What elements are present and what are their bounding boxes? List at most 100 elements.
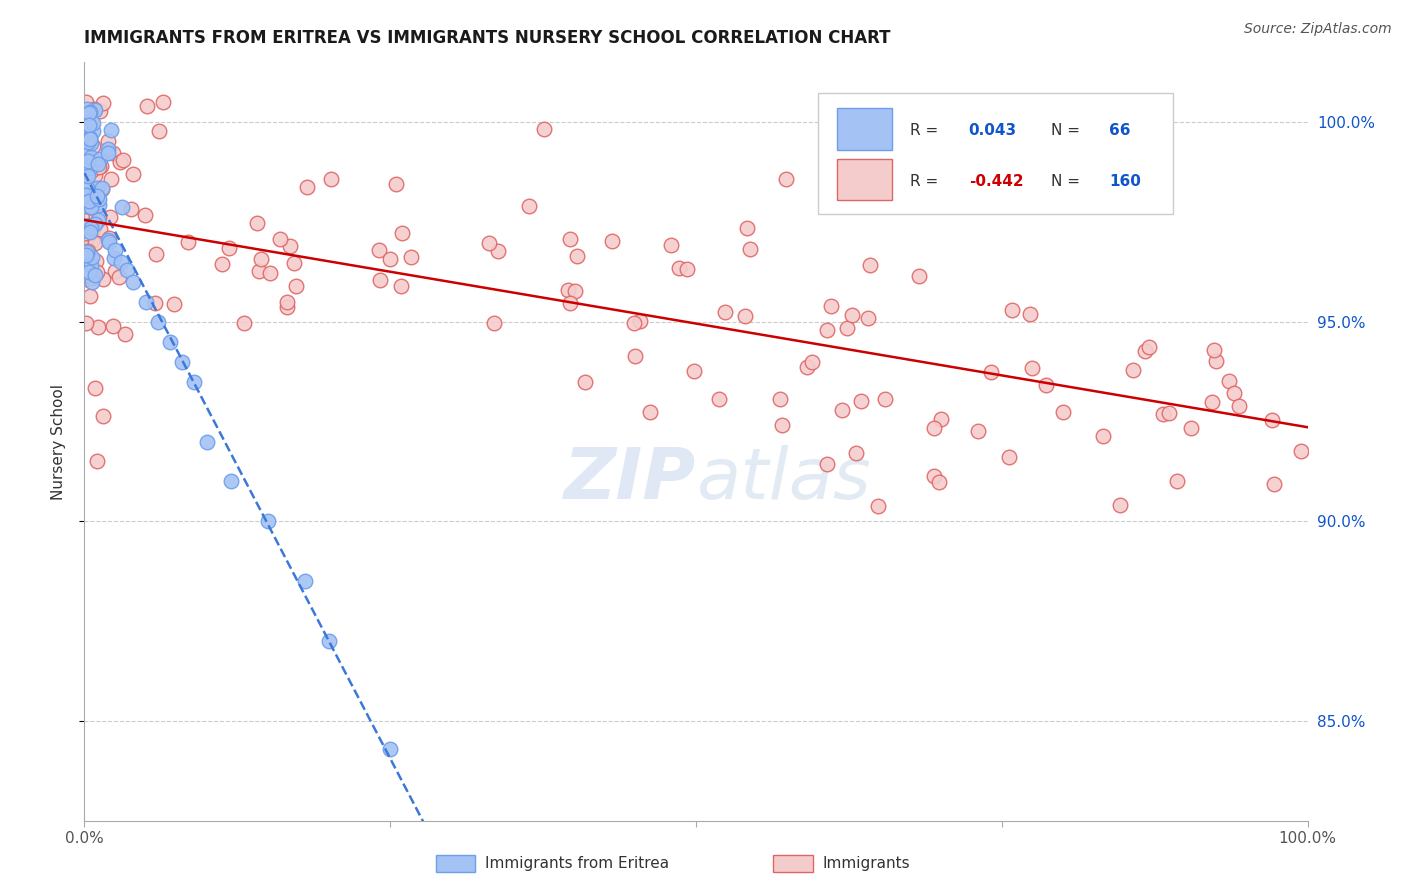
Point	[89, 198, 111, 212]
Text: 0.043: 0.043	[969, 123, 1017, 138]
Point	[79, 289, 101, 303]
Point	[163, 297, 186, 311]
Point	[76, 245, 98, 260]
Point	[82, 115, 104, 129]
Point	[91, 181, 114, 195]
Point	[172, 355, 194, 369]
Text: Immigrants from Eritrea: Immigrants from Eritrea	[485, 856, 669, 871]
Text: Immigrants: Immigrants	[823, 856, 910, 871]
Point	[91, 272, 114, 286]
Point	[980, 365, 1002, 379]
Point	[1052, 405, 1074, 419]
Point	[1152, 407, 1174, 421]
Point	[835, 320, 858, 334]
Point	[297, 179, 319, 194]
Y-axis label: Nursery School: Nursery School	[51, 384, 66, 500]
Point	[80, 136, 103, 150]
Point	[623, 317, 645, 331]
Point	[740, 242, 762, 256]
Point	[1218, 374, 1240, 388]
Point	[77, 118, 100, 132]
Point	[1122, 363, 1144, 377]
Text: N =: N =	[1050, 123, 1084, 138]
Point	[367, 243, 389, 257]
Point	[77, 211, 100, 226]
Point	[233, 316, 256, 330]
Point	[89, 222, 111, 236]
Point	[849, 393, 872, 408]
Point	[1227, 399, 1250, 413]
Text: 66: 66	[1109, 123, 1130, 138]
Point	[967, 424, 990, 438]
Point	[385, 177, 408, 191]
Point	[76, 222, 98, 236]
Point	[294, 574, 316, 589]
Point	[486, 244, 509, 258]
Point	[91, 95, 114, 110]
Point	[75, 271, 97, 285]
Point	[77, 194, 100, 209]
Point	[195, 434, 218, 449]
Point	[86, 265, 108, 279]
Point	[929, 412, 952, 426]
Point	[77, 248, 100, 262]
Point	[86, 156, 108, 170]
Point	[284, 279, 307, 293]
Point	[79, 105, 101, 120]
Point	[97, 134, 120, 148]
Point	[91, 409, 114, 423]
Point	[770, 417, 793, 432]
Point	[399, 250, 422, 264]
Point	[82, 124, 104, 138]
Point	[82, 222, 104, 236]
Point	[218, 241, 240, 255]
Point	[83, 268, 105, 282]
Point	[98, 210, 121, 224]
Point	[922, 421, 945, 435]
Point	[1109, 498, 1132, 512]
Point	[82, 192, 104, 206]
Point	[796, 359, 818, 374]
Point	[100, 171, 122, 186]
Point	[75, 226, 97, 240]
Point	[98, 231, 121, 245]
Point	[87, 213, 110, 227]
Text: R =: R =	[910, 123, 943, 138]
Point	[1019, 307, 1042, 321]
Point	[82, 218, 104, 232]
Point	[1180, 421, 1202, 435]
Point	[276, 300, 298, 314]
Point	[77, 135, 100, 149]
Point	[110, 255, 132, 269]
Point	[122, 275, 145, 289]
Point	[557, 283, 579, 297]
Point	[111, 201, 134, 215]
Point	[84, 209, 107, 223]
Point	[86, 189, 108, 203]
Point	[75, 232, 97, 246]
Point	[101, 319, 124, 334]
Point	[922, 468, 945, 483]
Point	[558, 296, 581, 310]
Point	[76, 180, 98, 194]
Text: N =: N =	[1050, 174, 1084, 189]
Point	[735, 220, 758, 235]
Point	[75, 316, 97, 330]
Point	[159, 334, 181, 349]
Point	[856, 311, 879, 326]
Point	[87, 192, 110, 206]
Point	[86, 320, 108, 334]
Point	[600, 235, 623, 249]
Point	[90, 159, 112, 173]
Point	[1204, 343, 1226, 357]
Point	[83, 102, 105, 116]
Point	[1166, 474, 1188, 488]
Point	[111, 153, 134, 168]
Point	[143, 295, 166, 310]
Point	[84, 168, 107, 182]
Point	[104, 264, 127, 278]
Point	[103, 145, 125, 160]
Point	[75, 147, 97, 161]
Point	[533, 122, 555, 136]
Point	[928, 475, 950, 490]
